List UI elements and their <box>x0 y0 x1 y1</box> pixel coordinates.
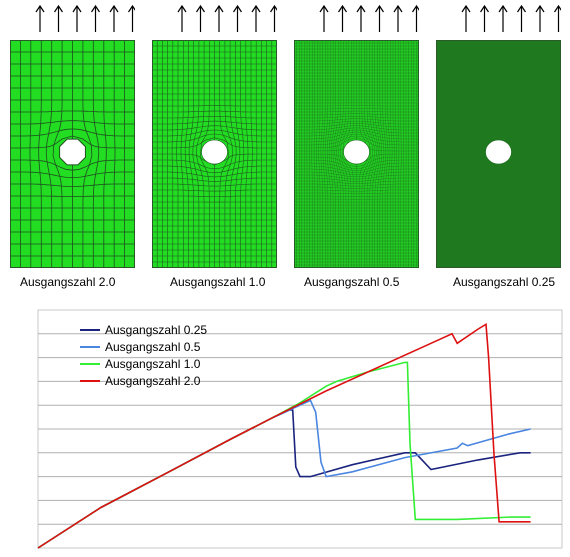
load-arrows-icon <box>319 4 419 32</box>
mesh-label-3: Ausgangszahl 0.5 <box>304 275 400 289</box>
hole <box>59 138 86 166</box>
legend-label-4: Ausgangszahl 2.0 <box>105 374 201 388</box>
arrow-up-icon <box>356 4 366 32</box>
load-arrows-icon <box>461 4 561 32</box>
arrow-up-icon <box>35 4 45 32</box>
legend-label-1: Ausgangszahl 0.25 <box>105 323 207 337</box>
hole <box>485 139 512 165</box>
arrow-up-icon <box>461 4 471 32</box>
arrow-up-icon <box>319 4 329 32</box>
arrow-up-icon <box>517 4 526 32</box>
chart-grid <box>38 333 562 525</box>
arrow-up-icon <box>214 4 224 32</box>
mesh-label-2: Ausgangszahl 1.0 <box>170 275 266 289</box>
load-arrows-icon <box>35 4 135 32</box>
hole <box>343 139 370 165</box>
hole <box>201 139 228 165</box>
arrow-up-icon <box>128 4 135 32</box>
arrow-up-icon <box>535 4 545 32</box>
series-line-4 <box>37 322 531 549</box>
mesh-image-2-0 <box>10 40 135 268</box>
arrow-up-icon <box>375 4 384 32</box>
mesh-lines <box>294 40 419 268</box>
arrow-up-icon <box>54 4 63 32</box>
legend-label-2: Ausgangszahl 0.5 <box>105 340 201 354</box>
mesh-label-4: Ausgangszahl 0.25 <box>453 275 556 289</box>
mesh-label-1: Ausgangszahl 2.0 <box>20 275 116 289</box>
load-arrows-icon <box>177 4 277 32</box>
mesh-lines <box>10 40 135 268</box>
arrow-up-icon <box>393 4 403 32</box>
legend-label-3: Ausgangszahl 1.0 <box>105 357 201 371</box>
arrow-up-icon <box>72 4 82 32</box>
mesh-image-0-25 <box>436 40 561 268</box>
chart-legend: Ausgangszahl 0.25 Ausgangszahl 0.5 Ausgang… <box>80 323 207 388</box>
mesh-lines <box>152 40 277 268</box>
arrow-up-icon <box>196 4 205 32</box>
arrow-up-icon <box>338 4 347 32</box>
arrow-up-icon <box>177 4 187 32</box>
arrow-up-icon <box>91 4 100 32</box>
arrow-up-icon <box>270 4 277 32</box>
arrow-up-icon <box>554 4 561 32</box>
arrow-up-icon <box>480 4 489 32</box>
arrow-up-icon <box>233 4 242 32</box>
arrow-up-icon <box>251 4 261 32</box>
load-displacement-chart: Ausgangszahl 0.25 Ausgangszahl 0.5 Ausgang… <box>37 309 563 549</box>
arrow-up-icon <box>109 4 119 32</box>
arrow-up-icon <box>498 4 508 32</box>
mesh-image-0-5 <box>294 40 419 268</box>
chart-series <box>37 322 531 549</box>
mesh-image-1-0 <box>152 40 277 268</box>
arrow-up-icon <box>412 4 419 32</box>
